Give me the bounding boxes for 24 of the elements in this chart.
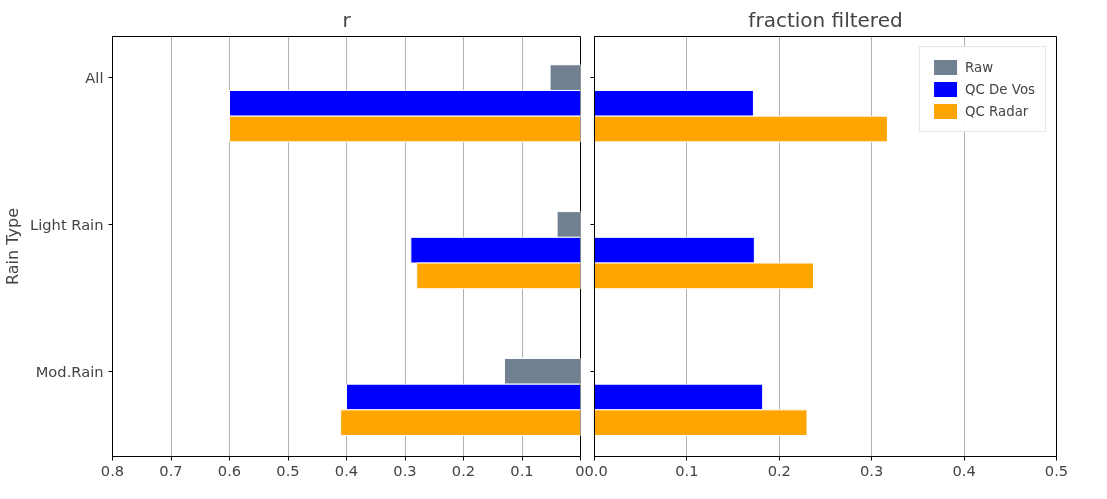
x-tick-label: 0.6: [217, 461, 242, 479]
x-tick-label: 0.4: [952, 461, 976, 479]
legend-label: Raw: [965, 59, 994, 75]
y-tick-label: All: [85, 69, 104, 87]
x-tick-label: 0.1: [675, 461, 699, 479]
x-tick-label: 0.2: [451, 461, 476, 479]
x-tick-label: 0.5: [276, 461, 300, 479]
x-tick-label: 0.7: [159, 461, 183, 479]
x-tick-label: 0.3: [860, 461, 884, 479]
x-tick-label: 0: [575, 461, 585, 479]
x-tick-label: 0.2: [767, 461, 791, 479]
x-tick-label: 0.5: [1044, 461, 1069, 479]
legend-label: QC De Vos: [965, 81, 1035, 97]
y-axis-title: Rain Type: [3, 208, 23, 285]
x-tick-label: 0.4: [334, 461, 359, 479]
x-tick-label: 0.8: [100, 461, 125, 479]
x-tick-label: 0.3: [393, 461, 417, 479]
y-tick-label: Light Rain: [30, 215, 104, 233]
x-tick-label: 0.0: [584, 461, 608, 479]
chart-title: r: [342, 7, 352, 32]
legend-label: QC Radar: [965, 103, 1029, 119]
chart-title: fraction filtered: [748, 7, 903, 32]
x-tick-label: 0.1: [510, 461, 534, 479]
y-tick-label: Mod.Rain: [35, 362, 104, 380]
